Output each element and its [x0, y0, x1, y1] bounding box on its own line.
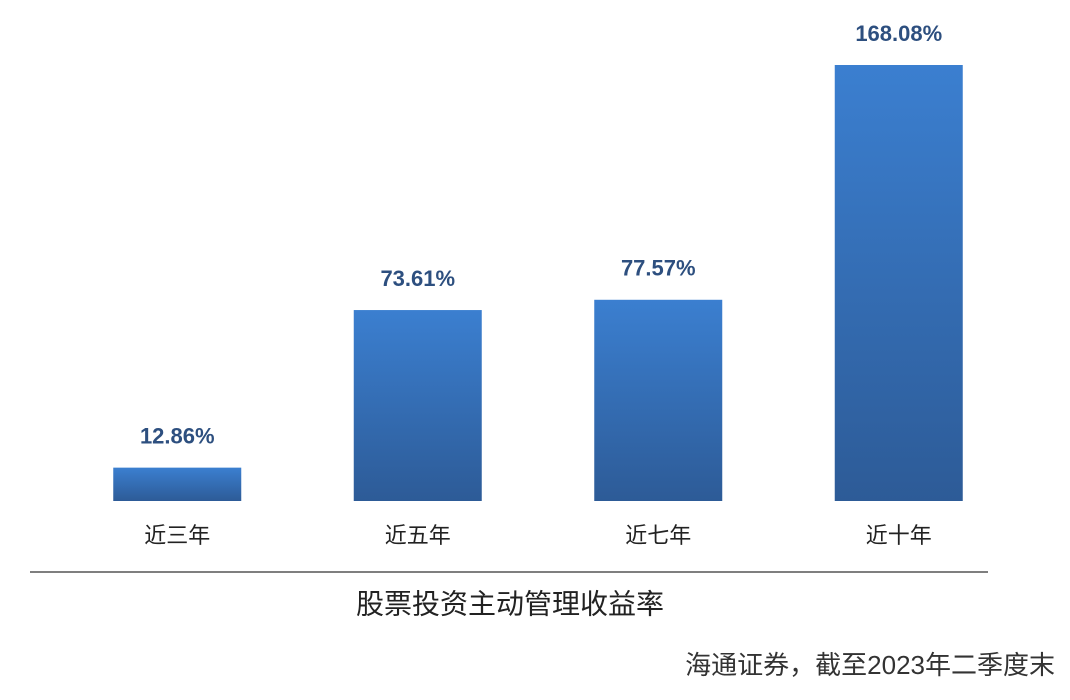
value-label: 73.61% — [380, 266, 455, 291]
bar — [594, 299, 723, 501]
value-label: 77.57% — [621, 256, 696, 281]
x-tick-label: 近三年 — [144, 523, 210, 548]
x-tick-label: 近七年 — [625, 523, 691, 548]
bar — [834, 65, 963, 501]
value-label: 12.86% — [140, 423, 215, 448]
bar — [113, 467, 242, 501]
bar — [353, 310, 482, 501]
chart-title: 股票投资主动管理收益率 — [356, 588, 664, 619]
x-tick-label: 近十年 — [866, 523, 932, 548]
source-note: 海通证券，截至2023年二季度末 — [685, 650, 1055, 680]
value-label: 168.08% — [855, 21, 942, 46]
x-tick-label: 近五年 — [385, 523, 451, 548]
